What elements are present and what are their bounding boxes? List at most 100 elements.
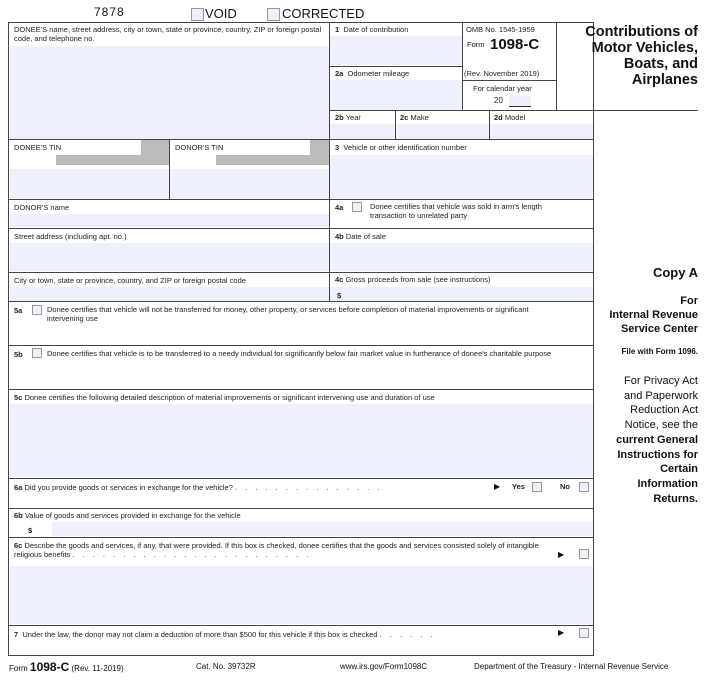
- box1-input[interactable]: [330, 36, 462, 65]
- arrow-icon: ▶: [558, 550, 565, 559]
- box4a-num: 4a: [335, 203, 344, 212]
- donee-tin-input[interactable]: [10, 169, 169, 199]
- divider: [8, 139, 594, 140]
- box3-label: 3 Vehicle or other identification number: [335, 143, 467, 152]
- form-prefix: Form: [467, 40, 485, 49]
- box6c-label: 6c Describe the goods and services, if a…: [14, 541, 539, 559]
- divider: [8, 199, 594, 200]
- divider: [8, 389, 594, 390]
- divider: [8, 228, 594, 229]
- footer-url[interactable]: www.irs.gov/Form1098C: [340, 662, 428, 671]
- box3-input[interactable]: [330, 155, 593, 199]
- divider: [8, 301, 594, 302]
- box6c-checkbox[interactable]: [579, 549, 589, 559]
- calendar-year-label: For calendar year: [473, 84, 532, 93]
- city-label: City or town, state or province, country…: [14, 276, 246, 285]
- box5b-checkbox[interactable]: [32, 348, 42, 358]
- divider: [329, 22, 330, 302]
- divider: [330, 110, 698, 111]
- omb-number: OMB No. 1545-1959: [466, 25, 535, 34]
- divider: [462, 80, 556, 81]
- box7-checkbox[interactable]: [579, 628, 589, 638]
- box5a-checkbox[interactable]: [32, 305, 42, 315]
- privacy-notice: For Privacy Act and Paperwork Reduction Ac…: [616, 375, 698, 505]
- donor-tin-input[interactable]: [170, 169, 329, 199]
- box2a-label: 2a Odometer mileage: [335, 69, 410, 78]
- divider: [462, 22, 463, 110]
- form-title: Contributions of Motor Vehicles, Boats, an…: [585, 24, 698, 88]
- box5a-label: Donee certifies that vehicle will not be…: [47, 305, 529, 323]
- box5b-label: Donee certifies that vehicle is to be tr…: [47, 349, 552, 358]
- void-checkbox[interactable]: [191, 8, 204, 21]
- donee-label: DONEE'S name, street address, city or to…: [14, 25, 322, 43]
- divider: [8, 272, 594, 273]
- box4a-checkbox[interactable]: [352, 202, 362, 212]
- box2d-input[interactable]: [490, 124, 593, 139]
- divider: [489, 110, 490, 140]
- street-label: Street address (including apt. no.): [14, 232, 127, 241]
- form-code: 7878: [94, 5, 125, 19]
- box6a-no-label: No: [560, 482, 570, 491]
- box6b-input[interactable]: [52, 522, 593, 536]
- shade: [56, 155, 169, 165]
- void-label: VOID: [205, 6, 237, 21]
- box4a-label: Donee certifies that vehicle was sold in…: [370, 202, 542, 220]
- footer-cat: Cat. No. 39732R: [196, 662, 256, 671]
- box6a-no-checkbox[interactable]: [579, 482, 589, 492]
- arrow-icon: ▶: [558, 628, 565, 637]
- box7-label: 7 Under the law, the donor may not claim…: [14, 630, 436, 639]
- arrow-icon: ▶: [494, 482, 501, 491]
- divider: [556, 22, 557, 110]
- box4c-label: 4c Gross proceeds from sale (see instruc…: [335, 275, 491, 284]
- box2c-label: 2c Make: [400, 113, 429, 122]
- divider: [169, 140, 170, 200]
- box6a-yes-checkbox[interactable]: [532, 482, 542, 492]
- divider: [8, 625, 594, 626]
- street-input[interactable]: [10, 243, 329, 271]
- box4b-input[interactable]: [330, 243, 593, 271]
- form-revision: (Rev. November 2019): [464, 69, 540, 78]
- box5c-label: 5c Donee certifies the following detaile…: [14, 393, 435, 402]
- box6b-currency: $: [28, 526, 33, 535]
- box4c-currency: $: [337, 291, 342, 300]
- box2c-input[interactable]: [396, 124, 489, 139]
- divider: [8, 537, 594, 538]
- box6a-yes-label: Yes: [512, 482, 525, 491]
- footer-dept: Department of the Treasury - Internal Re…: [474, 662, 669, 671]
- donee-input[interactable]: [10, 46, 329, 139]
- calendar-year-prefix: 20: [494, 96, 503, 105]
- box4b-label: 4b Date of sale: [335, 232, 386, 241]
- city-input[interactable]: [10, 287, 329, 301]
- divider: [395, 110, 396, 140]
- divider: [330, 66, 462, 67]
- copy-label: Copy A: [652, 265, 698, 280]
- corrected-checkbox[interactable]: [267, 8, 280, 21]
- calendar-year-input[interactable]: [509, 96, 531, 107]
- box2d-label: 2d Model: [494, 113, 526, 122]
- box5b-num: 5b: [14, 350, 23, 359]
- file-with: File with Form 1096.: [621, 347, 698, 356]
- box2b-label: 2b Year: [335, 113, 361, 122]
- box6b-label: 6b Value of goods and services provided …: [14, 511, 241, 520]
- box6c-input[interactable]: [10, 566, 593, 624]
- box5c-input[interactable]: [10, 404, 593, 477]
- donor-name-input[interactable]: [10, 214, 329, 227]
- divider: [8, 508, 594, 509]
- box5a-num: 5a: [14, 306, 23, 315]
- form-name: 1098-C: [490, 36, 540, 53]
- box4c-input[interactable]: [330, 287, 593, 301]
- divider: [8, 478, 594, 479]
- divider: [8, 345, 594, 346]
- box1-label: 1 Date of contribution: [335, 25, 409, 34]
- donor-tin-label: DONOR'S TIN: [175, 143, 224, 152]
- footer-form: Form 1098-C (Rev. 11-2019): [9, 660, 124, 674]
- shade: [216, 155, 329, 165]
- box6a-label: 6a Did you provide goods or services in …: [14, 483, 383, 492]
- corrected-label: CORRECTED: [282, 6, 365, 21]
- irs-center: For Internal Revenue Service Center: [609, 295, 698, 335]
- box2a-input[interactable]: [330, 80, 462, 110]
- donor-name-label: DONOR'S name: [14, 203, 70, 212]
- donee-tin-label: DONEE'S TIN: [14, 143, 62, 152]
- box2b-input[interactable]: [330, 124, 395, 139]
